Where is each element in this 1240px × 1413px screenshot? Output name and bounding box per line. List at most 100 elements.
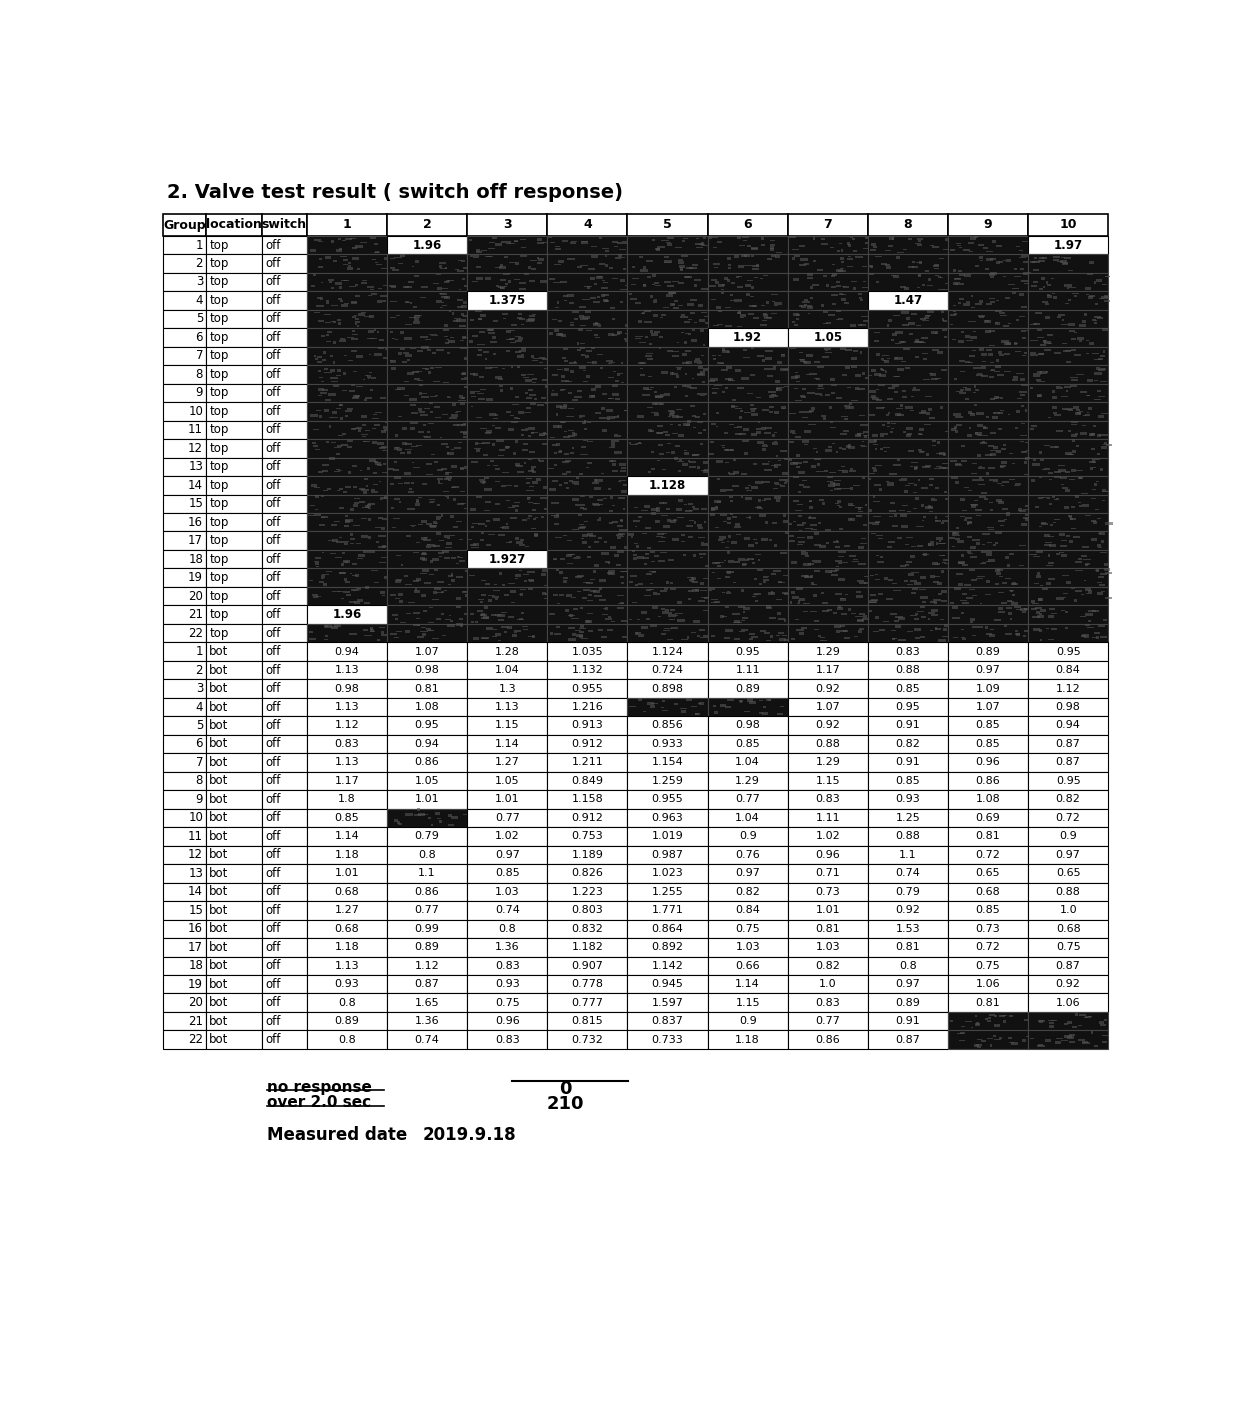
Bar: [498, 379, 503, 380]
Bar: [480, 602, 484, 603]
Bar: [1044, 342, 1050, 343]
Bar: [206, 790, 262, 808]
Bar: [697, 421, 703, 424]
Bar: [1091, 448, 1095, 451]
Bar: [1076, 413, 1080, 414]
Bar: [1003, 444, 1006, 447]
Bar: [365, 478, 368, 480]
Bar: [751, 414, 758, 415]
Bar: [603, 430, 608, 431]
Bar: [484, 616, 489, 619]
Bar: [339, 341, 346, 342]
Bar: [983, 247, 988, 249]
Bar: [965, 1022, 972, 1023]
Bar: [345, 520, 353, 521]
Bar: [352, 504, 358, 507]
Bar: [990, 502, 993, 503]
Bar: [599, 599, 606, 602]
Text: 1.142: 1.142: [651, 961, 683, 971]
Bar: [451, 414, 458, 417]
Text: 1.3: 1.3: [498, 684, 516, 694]
Bar: [378, 534, 386, 537]
Bar: [368, 507, 371, 510]
Bar: [357, 325, 360, 326]
Bar: [332, 360, 335, 365]
Bar: [306, 975, 387, 993]
Bar: [356, 321, 360, 324]
Bar: [495, 480, 500, 482]
Bar: [708, 920, 787, 938]
Bar: [787, 605, 868, 625]
Bar: [319, 257, 322, 260]
Bar: [206, 808, 262, 827]
Bar: [1042, 521, 1047, 524]
Bar: [567, 487, 569, 489]
Bar: [1014, 267, 1018, 270]
Bar: [621, 636, 629, 639]
Bar: [387, 753, 467, 771]
Bar: [1076, 408, 1080, 411]
Bar: [417, 350, 423, 352]
Bar: [892, 333, 898, 336]
Bar: [559, 593, 564, 596]
Bar: [647, 357, 652, 360]
Bar: [987, 445, 994, 448]
Bar: [1055, 1041, 1060, 1044]
Bar: [856, 434, 862, 437]
Bar: [611, 393, 619, 396]
Bar: [644, 267, 646, 268]
Bar: [990, 301, 996, 304]
Bar: [582, 242, 588, 244]
Bar: [420, 297, 425, 298]
Bar: [959, 341, 963, 343]
Bar: [862, 266, 868, 267]
Bar: [868, 568, 947, 586]
Bar: [734, 561, 739, 564]
Bar: [691, 706, 697, 708]
Bar: [765, 606, 771, 609]
Bar: [981, 492, 987, 493]
Text: off: off: [265, 848, 280, 862]
Text: switch: switch: [262, 219, 308, 232]
Bar: [655, 403, 662, 406]
Bar: [730, 500, 733, 503]
Bar: [306, 625, 387, 643]
Bar: [675, 300, 678, 301]
Bar: [1104, 1019, 1107, 1020]
Bar: [306, 827, 387, 845]
Bar: [794, 324, 799, 326]
Bar: [1039, 257, 1044, 259]
Bar: [451, 579, 455, 582]
Bar: [616, 242, 621, 244]
Bar: [708, 865, 787, 883]
Bar: [680, 267, 682, 270]
Text: 5: 5: [663, 219, 672, 232]
Bar: [774, 496, 781, 499]
Bar: [743, 612, 745, 613]
Bar: [708, 458, 787, 476]
Bar: [262, 901, 306, 920]
Bar: [383, 496, 389, 499]
Bar: [704, 598, 711, 599]
Text: 0.88: 0.88: [816, 739, 841, 749]
Text: top: top: [210, 349, 228, 362]
Bar: [512, 504, 518, 507]
Bar: [1060, 476, 1068, 479]
Bar: [929, 417, 935, 418]
Bar: [419, 384, 423, 386]
Bar: [162, 827, 206, 845]
Bar: [340, 338, 346, 339]
Text: 7: 7: [823, 219, 832, 232]
Bar: [760, 237, 764, 240]
Text: off: off: [265, 479, 280, 492]
Bar: [1042, 277, 1045, 280]
Bar: [467, 753, 547, 771]
Bar: [804, 300, 807, 301]
Bar: [321, 380, 325, 382]
Bar: [737, 236, 742, 239]
Bar: [738, 312, 742, 314]
Bar: [926, 413, 930, 415]
Bar: [920, 318, 926, 321]
Text: 0.955: 0.955: [572, 684, 603, 694]
Bar: [609, 487, 611, 490]
